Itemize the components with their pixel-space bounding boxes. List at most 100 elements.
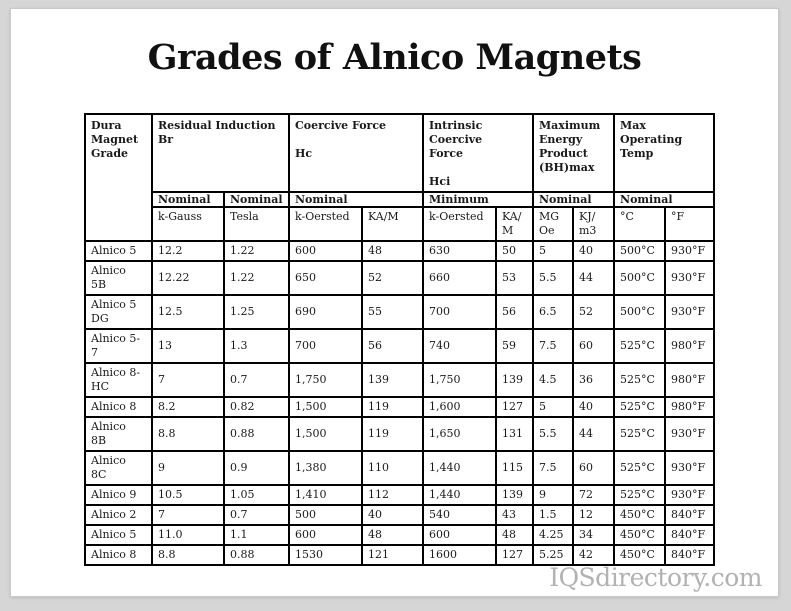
table-row: Alnico 5 DG 12.5 1.25 690 55 700 56 6.5 52 500°C 9… — [84, 294, 716, 330]
value-cell: 139 — [495, 484, 534, 506]
header-intrinsic-coercive-force: Intrinsic Coercive Force Hci — [422, 113, 534, 193]
value-cell: 52 — [361, 260, 424, 296]
grade-cell: Alnico 8B — [84, 416, 153, 452]
value-cell: 0.9 — [223, 450, 290, 486]
value-cell: 115 — [495, 450, 534, 486]
subheader-nominal-kgauss: Nominal — [151, 191, 225, 208]
value-cell: 540 — [422, 504, 497, 526]
value-cell: 1.22 — [223, 240, 290, 262]
value-cell: 55 — [361, 294, 424, 330]
grade-cell: Alnico 8 — [84, 544, 153, 566]
value-cell: 980°F — [664, 328, 716, 364]
value-cell: 650 — [288, 260, 363, 296]
table-row: Alnico 9 10.5 1.05 1,410 112 1,440 139 9 72 525°C… — [84, 484, 716, 506]
value-cell: 7.5 — [532, 328, 574, 364]
value-cell: 48 — [495, 524, 534, 546]
value-cell: 8.8 — [151, 416, 225, 452]
value-cell: 59 — [495, 328, 534, 364]
value-cell: 10.5 — [151, 484, 225, 506]
value-cell: 12.22 — [151, 260, 225, 296]
table-row: Alnico 5- 7 13 1.3 700 56 740 59 7.5 60 525°C 980°… — [84, 328, 716, 364]
value-cell: 525°C — [613, 450, 667, 486]
value-cell: 9 — [532, 484, 574, 506]
value-cell: 1,380 — [288, 450, 363, 486]
value-cell: 690 — [288, 294, 363, 330]
value-cell: 112 — [361, 484, 424, 506]
table-body: Alnico 5 12.2 1.22 600 48 630 50 5 40 500°C 930°F A… — [84, 240, 716, 566]
unit-tesla: Tesla — [223, 206, 290, 242]
header-sub-row: Nominal Nominal Nominal Minimum Nominal … — [85, 191, 716, 208]
value-cell: 5 — [532, 396, 574, 418]
value-cell: 1,750 — [288, 362, 363, 398]
value-cell: 600 — [288, 240, 363, 262]
grade-cell: Alnico 8 — [84, 396, 153, 418]
value-cell: 930°F — [664, 240, 716, 262]
subheader-nominal-bhmax: Nominal — [531, 191, 616, 208]
unit-kjm3: KJ/ m3 — [571, 206, 616, 242]
value-cell: 1,440 — [422, 450, 497, 486]
value-cell: 1530 — [288, 544, 363, 566]
page-title: Grades of Alnico Magnets — [147, 37, 642, 78]
value-cell: 525°C — [613, 416, 667, 452]
value-cell: 1,410 — [288, 484, 363, 506]
value-cell: 50 — [495, 240, 534, 262]
value-cell: 127 — [495, 396, 534, 418]
value-cell: 72 — [571, 484, 616, 506]
header-dura-magnet-grade: Dura Magnet Grade — [84, 113, 153, 242]
value-cell: 840°F — [664, 524, 716, 546]
value-cell: 930°F — [664, 294, 716, 330]
value-cell: 8.2 — [151, 396, 225, 418]
value-cell: 5.5 — [532, 260, 574, 296]
value-cell: 0.88 — [223, 416, 290, 452]
value-cell: 131 — [495, 416, 534, 452]
value-cell: 525°C — [613, 362, 667, 398]
grade-cell: Alnico 5 — [84, 524, 153, 546]
value-cell: 980°F — [664, 396, 716, 418]
value-cell: 500°C — [613, 260, 667, 296]
value-cell: 13 — [151, 328, 225, 364]
table-row: Alnico 8B 8.8 0.88 1,500 119 1,650 131 5.5 44 525… — [84, 416, 716, 452]
value-cell: 1,750 — [422, 362, 497, 398]
value-cell: 980°F — [664, 362, 716, 398]
value-cell: 5 — [532, 240, 574, 262]
value-cell: 600 — [288, 524, 363, 546]
subheader-nominal-tesla: Nominal — [223, 191, 290, 208]
value-cell: 34 — [571, 524, 616, 546]
grade-cell: Alnico 2 — [84, 504, 153, 526]
value-cell: 40 — [361, 504, 424, 526]
value-cell: 840°F — [664, 544, 716, 566]
table-row: Alnico 8 8.8 0.88 1530 121 1600 127 5.25 42 450°C… — [84, 544, 716, 566]
value-cell: 12.5 — [151, 294, 225, 330]
value-cell: 1.25 — [223, 294, 290, 330]
value-cell: 42 — [571, 544, 616, 566]
value-cell: 40 — [571, 396, 616, 418]
header-coercive-force: Coercive Force Hc — [288, 113, 424, 193]
document-page: Grades of Alnico Magnets Dura Magnet Gra… — [10, 8, 779, 597]
value-cell: 119 — [361, 396, 424, 418]
unit-fahrenheit: °F — [664, 206, 716, 242]
value-cell: 43 — [495, 504, 534, 526]
value-cell: 840°F — [664, 504, 716, 526]
value-cell: 1.05 — [223, 484, 290, 506]
value-cell: 7 — [151, 504, 225, 526]
value-cell: 12.2 — [151, 240, 225, 262]
table-header: Dura Magnet Grade Residual Induction Br … — [84, 113, 716, 242]
value-cell: 8.8 — [151, 544, 225, 566]
value-cell: 0.7 — [223, 504, 290, 526]
value-cell: 1.22 — [223, 260, 290, 296]
unit-celsius: °C — [613, 206, 667, 242]
value-cell: 525°C — [613, 484, 667, 506]
unit-kam-hc: KA/M — [361, 206, 424, 242]
grade-cell: Alnico 8C — [84, 450, 153, 486]
value-cell: 0.7 — [223, 362, 290, 398]
value-cell: 1,500 — [288, 396, 363, 418]
value-cell: 500 — [288, 504, 363, 526]
value-cell: 450°C — [613, 524, 667, 546]
value-cell: 127 — [495, 544, 534, 566]
value-cell: 1.3 — [223, 328, 290, 364]
value-cell: 48 — [361, 240, 424, 262]
table-row: Alnico 8C 9 0.9 1,380 110 1,440 115 7.5 60 525°C 9… — [84, 450, 716, 486]
value-cell: 525°C — [613, 328, 667, 364]
value-cell: 1,600 — [422, 396, 497, 418]
subheader-nominal-temp: Nominal — [613, 191, 716, 208]
